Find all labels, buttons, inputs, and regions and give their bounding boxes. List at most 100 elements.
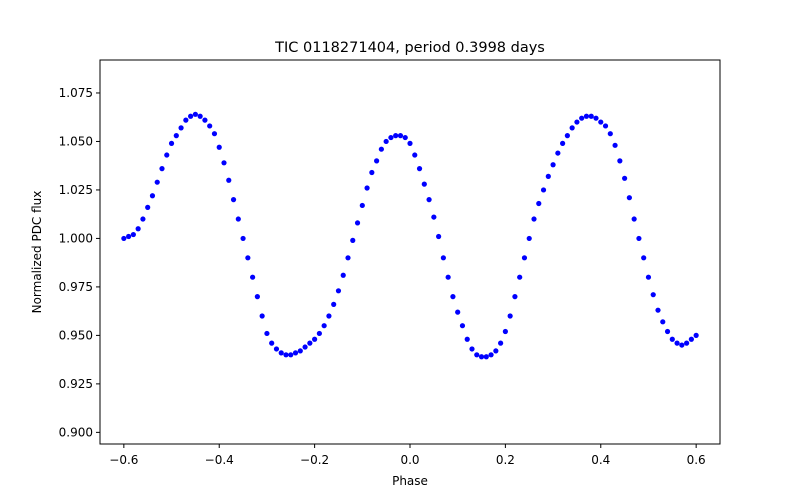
data-point <box>631 216 637 222</box>
x-tick-label: −0.6 <box>109 453 138 467</box>
data-point <box>321 323 327 329</box>
data-point <box>397 133 404 139</box>
data-point <box>598 119 604 125</box>
x-tick-label: −0.2 <box>300 453 329 467</box>
data-point <box>335 288 342 294</box>
data-point <box>421 181 427 187</box>
data-point <box>512 294 518 300</box>
data-point <box>407 140 413 146</box>
data-point <box>693 332 699 338</box>
data-point <box>312 336 318 342</box>
data-point <box>469 346 475 352</box>
data-point <box>226 177 232 183</box>
data-point <box>235 216 241 222</box>
data-point <box>173 133 179 139</box>
data-point <box>622 175 628 181</box>
data-point <box>364 185 370 191</box>
y-tick-label: 1.050 <box>59 134 93 148</box>
data-point <box>498 340 504 346</box>
data-point <box>264 330 270 337</box>
data-point <box>393 133 399 139</box>
data-point <box>626 195 632 201</box>
data-point <box>369 169 375 176</box>
y-tick-label: 1.025 <box>59 183 93 197</box>
data-point <box>645 274 652 280</box>
data-point <box>550 162 556 168</box>
data-point <box>445 274 451 280</box>
data-point <box>273 346 280 352</box>
plot-frame <box>99 59 721 445</box>
data-point <box>135 226 141 232</box>
data-point <box>674 340 680 346</box>
data-point <box>483 354 489 360</box>
data-point <box>464 336 470 342</box>
data-point <box>121 235 127 242</box>
data-point <box>579 115 585 121</box>
data-point <box>636 235 642 242</box>
y-tick-label: 0.900 <box>59 425 93 439</box>
data-point <box>560 140 566 146</box>
data-point <box>183 117 189 123</box>
data-points <box>121 111 699 360</box>
data-point <box>574 119 580 125</box>
data-point <box>450 294 456 300</box>
data-point <box>612 142 618 148</box>
data-point <box>416 166 423 172</box>
data-point <box>302 344 308 350</box>
data-point <box>669 336 675 342</box>
data-point <box>221 160 227 166</box>
data-point <box>283 352 289 358</box>
data-point <box>459 323 466 329</box>
data-point <box>307 340 313 346</box>
data-point <box>140 216 146 222</box>
data-point <box>331 301 337 307</box>
x-tick-label: 0.4 <box>591 453 610 467</box>
data-point <box>688 336 694 342</box>
x-tick-label: 0.6 <box>687 453 706 467</box>
data-point <box>540 187 547 193</box>
data-point <box>164 152 170 158</box>
data-point <box>292 350 299 356</box>
data-point <box>617 158 623 164</box>
data-point <box>564 133 570 139</box>
data-point <box>178 125 184 131</box>
data-point <box>660 319 666 325</box>
data-point <box>359 202 365 209</box>
data-point <box>684 340 690 346</box>
data-point <box>202 117 208 123</box>
data-point <box>507 313 513 319</box>
data-point <box>431 214 437 220</box>
data-point <box>679 342 685 348</box>
data-point <box>526 235 532 242</box>
data-point <box>278 350 284 356</box>
data-point <box>388 134 394 141</box>
y-tick-label: 0.975 <box>59 280 93 294</box>
data-point <box>345 255 351 261</box>
data-point <box>602 123 609 129</box>
data-point <box>297 348 303 354</box>
data-point <box>250 274 256 280</box>
data-point <box>130 231 136 238</box>
data-point <box>354 220 361 226</box>
data-point <box>254 294 260 300</box>
data-point <box>145 204 151 210</box>
data-point <box>211 131 218 137</box>
data-point <box>650 292 656 298</box>
data-point <box>545 173 551 179</box>
data-point <box>402 134 408 141</box>
data-point <box>383 138 389 145</box>
data-point <box>664 328 671 335</box>
y-axis-ticks: 0.900 0.925 0.950 0.975 1.000 1.025 1.050 1.075 <box>59 86 100 439</box>
data-point <box>230 197 237 203</box>
data-point <box>641 255 647 261</box>
x-tick-label: −0.4 <box>205 453 234 467</box>
x-tick-label: 0.2 <box>496 453 515 467</box>
y-tick-label: 0.925 <box>59 377 93 391</box>
data-point <box>350 237 356 243</box>
data-point <box>326 313 332 319</box>
x-axis-ticks: −0.6 −0.4 −0.2 0.0 0.2 0.4 0.6 <box>109 444 706 467</box>
data-point <box>555 150 561 156</box>
data-point <box>607 131 613 137</box>
data-point <box>478 354 485 360</box>
